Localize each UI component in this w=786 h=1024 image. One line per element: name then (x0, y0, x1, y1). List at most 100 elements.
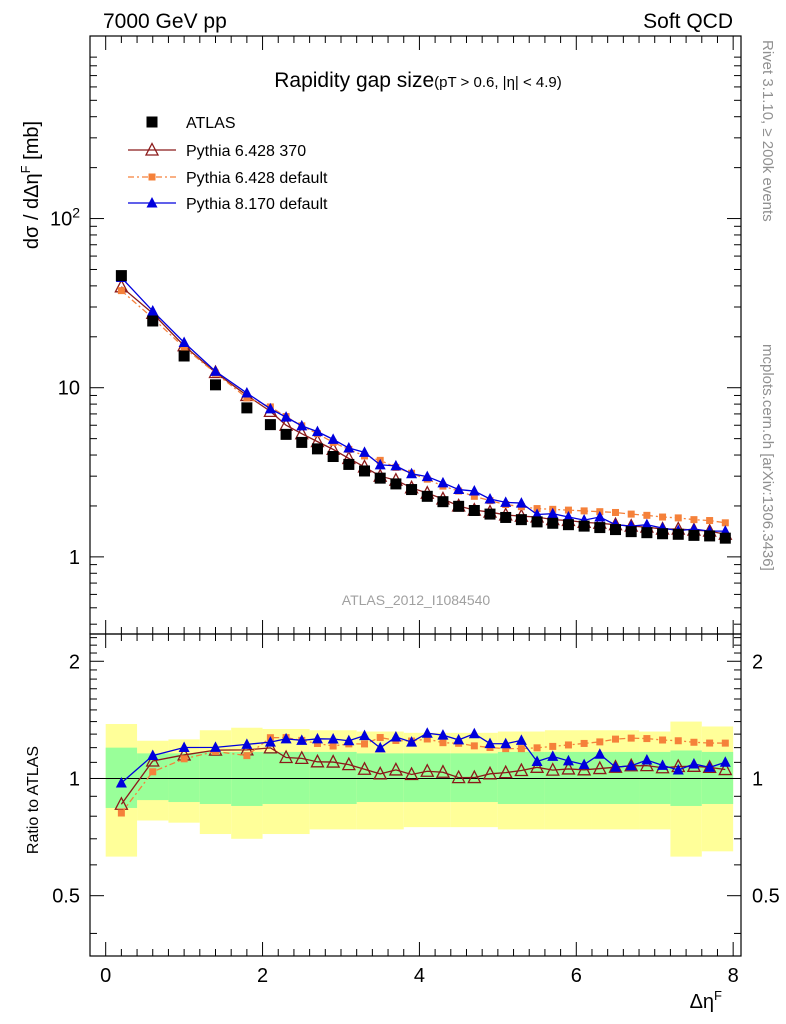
pythia-6-428-default-ratio-point (533, 744, 541, 752)
pythia-8-170-default-point (515, 497, 527, 508)
pythia-8-170-default-point (500, 496, 512, 507)
pythia-6-428-default-ratio-point (243, 752, 251, 760)
atlas-point (178, 350, 190, 362)
pythia-6-428-default-ratio-point (596, 738, 604, 746)
pythia-8-170-default-ratio-point (115, 776, 127, 788)
main-y-tick-label: 1 (69, 547, 80, 569)
pythia-6-428-370-ratio-point (420, 763, 435, 777)
x-tick-label: 6 (571, 965, 582, 987)
pythia-8-170-default-ratio-point (406, 736, 418, 747)
pythia-6-428-default-ratio-point (721, 739, 729, 747)
legend-marker-atlas (146, 116, 158, 128)
tick-labels: 0 2 4 6 8 1 10 102 0.5 0.5 1 1 2 2 (50, 205, 780, 987)
atlas-point (672, 528, 684, 540)
atlas-point (296, 436, 308, 448)
pythia-6-428-370-ratio-point (279, 749, 294, 764)
pythia-8-170-default-ratio-point (327, 733, 339, 744)
pythia-6-428-default-ratio-point (376, 734, 384, 742)
atlas-point (594, 522, 606, 534)
ratio-y-tick-label: 1 (69, 768, 80, 790)
pythia-6-428-default-ratio-point (502, 745, 510, 753)
pythia-8-170-default-point (327, 433, 339, 444)
pythia-6-428-370-ratio-point (451, 769, 466, 784)
atlas-point (610, 524, 622, 536)
pythia-6-428-default-ratio-point (149, 768, 157, 776)
atlas-point (343, 458, 355, 470)
ratio-y-tick-label: 0.5 (52, 886, 80, 908)
pythia-6-428-370-ratio-point (514, 762, 529, 777)
pythia-6-428-default-ratio-point (180, 755, 188, 763)
pythia-6-428-370-ratio-point (561, 761, 576, 775)
ratio-uncertainty-bands (105, 721, 734, 857)
pythia-6-428-370-ratio-point (341, 756, 356, 771)
header-left: 7000 GeV pp (103, 10, 227, 33)
main-y-tick-label: 102 (50, 205, 80, 231)
pythia-6-428-370-ratio-point (326, 754, 341, 768)
atlas-point (311, 443, 323, 455)
pythia-6-428-370-ratio-point (263, 739, 278, 754)
legend-label-pythia-6-428-370: Pythia 6.428 370 (186, 143, 306, 160)
pythia-8-170-default-point (547, 507, 559, 519)
x-tick-label: 2 (257, 965, 268, 987)
pythia-8-170-default-ratio-point (311, 732, 323, 744)
pythia-8-170-default-ratio-point (296, 734, 308, 745)
atlas-point (437, 496, 449, 508)
legend-label-pythia-6-428-default: Pythia 6.428 default (186, 170, 328, 187)
side-label-top: Rivet 3.1.10, ≥ 200k events (759, 40, 776, 222)
atlas-point (468, 504, 480, 516)
pythia-8-170-default-point (594, 511, 606, 522)
atlas-point (421, 490, 433, 502)
atlas-point (484, 508, 496, 520)
pythia-6-428-default-ratio-point (564, 741, 572, 749)
pythia-6-428-370-ratio-point (145, 753, 160, 767)
pythia-6-428-default-ratio-point (329, 742, 337, 750)
pythia-6-428-370-ratio-point (435, 764, 451, 778)
pythia-6-428-370-ratio-point (467, 769, 482, 784)
pythia-6-428-370-ratio-point (592, 760, 607, 775)
pythia-6-428-default-point (643, 511, 651, 519)
pythia-8-170-default-ratio-point (241, 738, 253, 749)
pythia-6-428-370-ratio-point (373, 766, 388, 780)
chart-title: Rapidity gap size(pT > 0.6, |η| < 4.9) (274, 69, 562, 92)
pythia-8-170-default-ratio-point (625, 759, 637, 771)
chart-subtitle: (pT > 0.6, |η| < 4.9) (434, 74, 562, 91)
pythia-8-170-default-ratio-point (390, 731, 402, 742)
pythia-6-428-370-ratio-point (388, 762, 403, 776)
pythia-6-428-default-line (120, 290, 726, 524)
pythia-8-170-default-ratio-point (610, 761, 622, 772)
watermark: ATLAS_2012_I1084540 (342, 592, 491, 608)
pythia-8-170-default-ratio-point (688, 757, 700, 769)
atlas-point (500, 511, 512, 523)
pythia-8-170-default-point (296, 419, 308, 431)
chart-title-main: Rapidity gap size (274, 69, 434, 92)
atlas-point (562, 519, 574, 531)
pythia-8-170-default-ratio-point (672, 763, 684, 775)
pythia-6-428-370-ratio-point (498, 764, 513, 779)
atlas-point (547, 517, 559, 529)
pythia-6-428-370-ratio-point (529, 759, 545, 773)
pythia-8-170-default-ratio-point (359, 729, 371, 741)
pythia-6-428-default-point (659, 513, 667, 521)
atlas-point (374, 472, 386, 484)
atlas-point (515, 514, 527, 526)
pythia-8-170-default-point (437, 476, 449, 488)
pythia-8-170-default-ratio-point (578, 758, 590, 770)
pythia-8-170-default-ratio-point (704, 761, 716, 772)
pythia-6-428-default-point (580, 507, 588, 515)
pythia-8-170-default-ratio-point (719, 756, 731, 767)
pythia-6-428-default-ratio-line (120, 736, 726, 814)
pythia-6-428-default-ratio-point (470, 742, 478, 750)
pythia-6-428-370-ratio-point (114, 796, 129, 810)
pythia-6-428-default-ratio-point (627, 734, 635, 742)
atlas-point (453, 500, 465, 512)
pythia-6-428-default-point (627, 510, 635, 518)
ratio-band-inner (639, 751, 671, 804)
atlas-point (531, 516, 543, 528)
pythia-6-428-default-ratio-point (612, 735, 620, 743)
pythia-6-428-default-ratio-point (517, 745, 525, 753)
ratio-band-inner (701, 751, 734, 804)
ratio-band-inner (199, 751, 232, 804)
pythia-6-428-default-point (674, 514, 682, 522)
ratio-band-inner (309, 751, 357, 804)
pythia-8-170-default-point (641, 518, 653, 530)
